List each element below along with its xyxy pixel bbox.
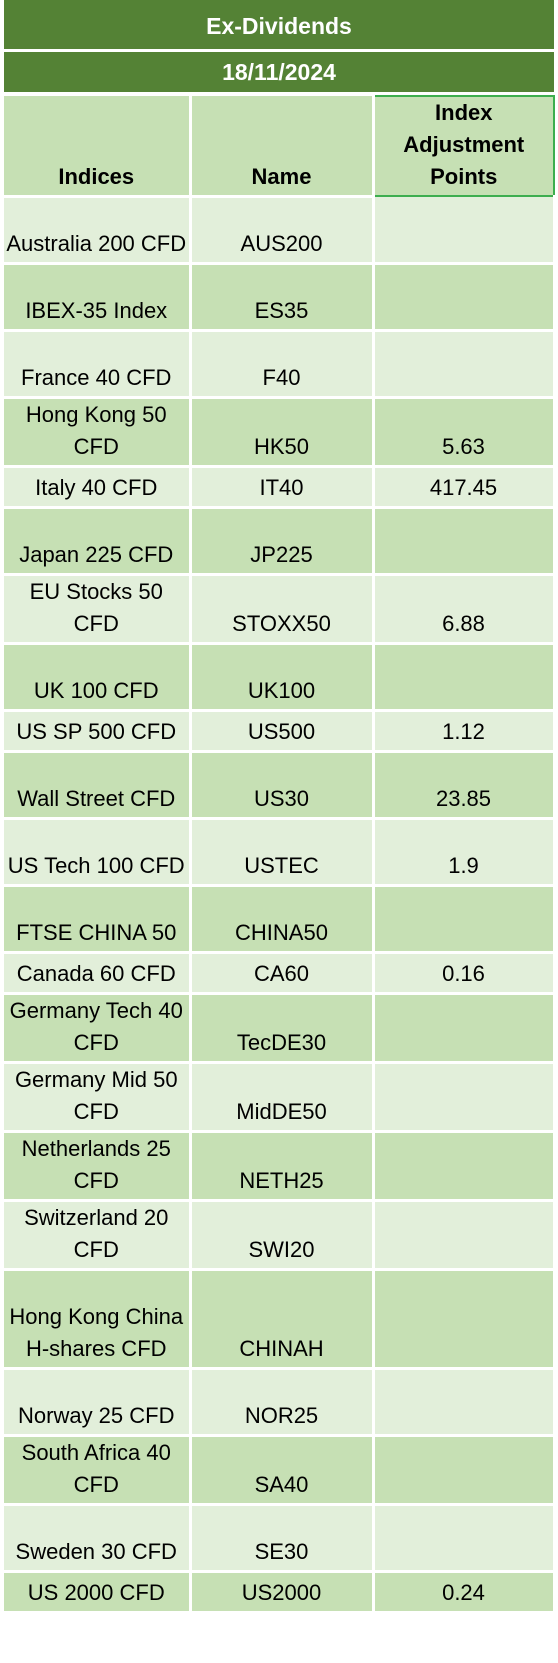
- table-row: UK 100 CFD UK100: [4, 643, 556, 712]
- cell-points: 23.85: [373, 751, 556, 820]
- cell-index: EU Stocks 50 CFD: [4, 574, 192, 645]
- header-name: Name: [190, 96, 375, 198]
- table-row: Netherlands 25 CFD NETH25: [4, 1131, 556, 1202]
- table-row: Hong Kong China H-shares CFD CHINAH: [4, 1269, 556, 1370]
- cell-index: IBEX-35 Index: [4, 263, 192, 332]
- cell-name: STOXX50: [190, 574, 375, 645]
- cell-name: F40: [190, 330, 375, 399]
- table-row: France 40 CFD F40: [4, 330, 556, 399]
- cell-index: Germany Tech 40 CFD: [4, 993, 192, 1064]
- cell-name: JP225: [190, 507, 375, 576]
- cell-name: SA40: [190, 1435, 375, 1506]
- table-row: US Tech 100 CFD USTEC 1.9: [4, 818, 556, 887]
- cell-name: CA60: [190, 952, 375, 995]
- cell-points: [373, 196, 556, 265]
- ex-dividends-sheet: Ex-Dividends 18/11/2024 Indices Name Ind…: [4, 0, 556, 1614]
- cell-index: FTSE CHINA 50: [4, 885, 192, 954]
- cell-index: Japan 225 CFD: [4, 507, 192, 576]
- cell-name: USTEC: [190, 818, 375, 887]
- cell-index: Norway 25 CFD: [4, 1368, 192, 1437]
- cell-name: MidDE50: [190, 1062, 375, 1133]
- table-row: Wall Street CFD US30 23.85: [4, 751, 556, 820]
- cell-index: France 40 CFD: [4, 330, 192, 399]
- cell-points: [373, 1062, 556, 1133]
- table-header-row: Indices Name Index Adjustment Points: [4, 95, 555, 198]
- table-row: Norway 25 CFD NOR25: [4, 1368, 556, 1437]
- cell-name: US30: [190, 751, 375, 820]
- cell-name: ES35: [190, 263, 375, 332]
- cell-points: [373, 1368, 556, 1437]
- cell-index: UK 100 CFD: [4, 643, 192, 712]
- cell-name: SWI20: [190, 1200, 375, 1271]
- cell-points: [373, 1504, 556, 1573]
- sheet-date: 18/11/2024: [4, 52, 554, 95]
- cell-name: US500: [190, 710, 375, 753]
- table-row: Sweden 30 CFD SE30: [4, 1504, 556, 1573]
- cell-index: Switzerland 20 CFD: [4, 1200, 192, 1271]
- cell-points: [373, 1435, 556, 1506]
- cell-points: [373, 263, 556, 332]
- cell-name: NETH25: [190, 1131, 375, 1202]
- cell-index: Sweden 30 CFD: [4, 1504, 192, 1573]
- cell-index: Australia 200 CFD: [4, 196, 192, 265]
- table-row: Hong Kong 50 CFD HK50 5.63: [4, 397, 556, 468]
- cell-name: NOR25: [190, 1368, 375, 1437]
- table-row: IBEX-35 Index ES35: [4, 263, 556, 332]
- cell-name: CHINA50: [190, 885, 375, 954]
- table-row: US 2000 CFD US2000 0.24: [4, 1571, 556, 1614]
- cell-index: Netherlands 25 CFD: [4, 1131, 192, 1202]
- cell-points: 5.63: [373, 397, 556, 468]
- cell-index: Germany Mid 50 CFD: [4, 1062, 192, 1133]
- cell-points: 6.88: [373, 574, 556, 645]
- table-row: Japan 225 CFD JP225: [4, 507, 556, 576]
- cell-name: IT40: [190, 466, 375, 509]
- cell-name: SE30: [190, 1504, 375, 1573]
- cell-index: South Africa 40 CFD: [4, 1435, 192, 1506]
- cell-name: TecDE30: [190, 993, 375, 1064]
- table-row: EU Stocks 50 CFD STOXX50 6.88: [4, 574, 556, 645]
- cell-points: 0.24: [373, 1571, 556, 1614]
- cell-index: US Tech 100 CFD: [4, 818, 192, 887]
- table-row: US SP 500 CFD US500 1.12: [4, 710, 556, 753]
- cell-points: 417.45: [373, 466, 556, 509]
- cell-points: [373, 643, 556, 712]
- cell-index: US SP 500 CFD: [4, 710, 192, 753]
- cell-index: Hong Kong 50 CFD: [4, 397, 192, 468]
- cell-points: [373, 330, 556, 399]
- cell-points: [373, 507, 556, 576]
- table-row: Germany Mid 50 CFD MidDE50: [4, 1062, 556, 1133]
- cell-name: HK50: [190, 397, 375, 468]
- cell-index: Wall Street CFD: [4, 751, 192, 820]
- cell-index: US 2000 CFD: [4, 1571, 192, 1614]
- table-row: South Africa 40 CFD SA40: [4, 1435, 556, 1506]
- cell-name: US2000: [190, 1571, 375, 1614]
- table-row: Canada 60 CFD CA60 0.16: [4, 952, 556, 995]
- cell-name: AUS200: [190, 196, 375, 265]
- cell-index: Italy 40 CFD: [4, 466, 192, 509]
- table-row: Italy 40 CFD IT40 417.45: [4, 466, 556, 509]
- cell-points: 1.12: [373, 710, 556, 753]
- cell-name: UK100: [190, 643, 375, 712]
- sheet-title: Ex-Dividends: [4, 0, 554, 52]
- table-row: Germany Tech 40 CFD TecDE30: [4, 993, 556, 1064]
- cell-points: 0.16: [373, 952, 556, 995]
- header-indices: Indices: [4, 96, 192, 198]
- cell-name: CHINAH: [190, 1269, 375, 1370]
- cell-points: [373, 885, 556, 954]
- header-index-adjustment-points[interactable]: Index Adjustment Points: [372, 95, 555, 197]
- cell-index: Hong Kong China H-shares CFD: [4, 1269, 192, 1370]
- table-row: FTSE CHINA 50 CHINA50: [4, 885, 556, 954]
- cell-points: 1.9: [373, 818, 556, 887]
- dividends-table: Indices Name Index Adjustment Points Aus…: [4, 95, 556, 1614]
- cell-points: [373, 1131, 556, 1202]
- cell-points: [373, 1200, 556, 1271]
- table-row: Australia 200 CFD AUS200: [4, 196, 556, 265]
- cell-index: Canada 60 CFD: [4, 952, 192, 995]
- table-row: Switzerland 20 CFD SWI20: [4, 1200, 556, 1271]
- cell-points: [373, 1269, 556, 1370]
- cell-points: [373, 993, 556, 1064]
